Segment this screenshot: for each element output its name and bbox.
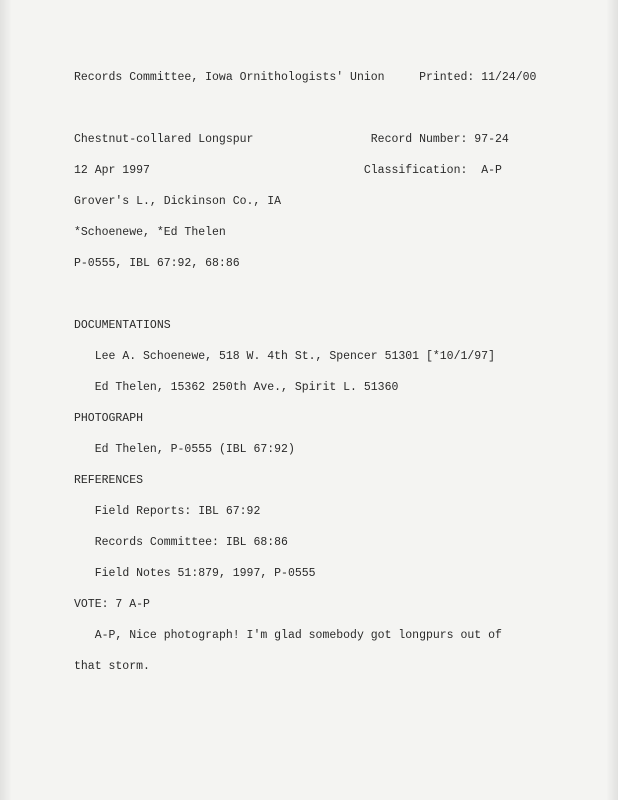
classification-label: Classification: xyxy=(364,164,468,177)
vote-comment-line: A-P, Nice photograph! I'm glad somebody … xyxy=(74,628,558,644)
date-line: 12 Apr 1997 Classification: A-P xyxy=(74,163,558,179)
header-line: Records Committee, Iowa Ornithologists' … xyxy=(74,70,558,86)
reference-text: Records Committee: IBL 68:86 xyxy=(95,536,288,549)
record-number: 97-24 xyxy=(474,133,509,146)
record-number-label: Record Number: xyxy=(371,133,468,146)
blank-line xyxy=(74,101,558,117)
committee-name: Records Committee, Iowa Ornithologists' … xyxy=(74,71,385,84)
documentation-text: Ed Thelen, 15362 250th Ave., Spirit L. 5… xyxy=(95,381,399,394)
documentations-heading: DOCUMENTATIONS xyxy=(74,318,558,334)
reference-text: Field Notes 51:879, 1997, P-0555 xyxy=(95,567,316,580)
vote-comment-line: that storm. xyxy=(74,659,558,675)
reference-text: Field Reports: IBL 67:92 xyxy=(95,505,261,518)
vote-comment-text: A-P, Nice photograph! I'm glad somebody … xyxy=(95,629,502,642)
documentation-entry: Ed Thelen, 15362 250th Ave., Spirit L. 5… xyxy=(74,380,558,396)
blank-line xyxy=(74,287,558,303)
documentation-text: Lee A. Schoenewe, 518 W. 4th St., Spence… xyxy=(95,350,495,363)
photograph-entry: Ed Thelen, P-0555 (IBL 67:92) xyxy=(74,442,558,458)
location-line: Grover's L., Dickinson Co., IA xyxy=(74,194,558,210)
reference-entry: Field Reports: IBL 67:92 xyxy=(74,504,558,520)
reference-entry: Field Notes 51:879, 1997, P-0555 xyxy=(74,566,558,582)
codes-line: P-0555, IBL 67:92, 68:86 xyxy=(74,256,558,272)
references-heading: REFERENCES xyxy=(74,473,558,489)
photograph-text: Ed Thelen, P-0555 (IBL 67:92) xyxy=(95,443,295,456)
species-line: Chestnut-collared Longspur Record Number… xyxy=(74,132,558,148)
record-date: 12 Apr 1997 xyxy=(74,164,150,177)
printed-date: 11/24/00 xyxy=(481,71,536,84)
observers-line: *Schoenewe, *Ed Thelen xyxy=(74,225,558,241)
reference-entry: Records Committee: IBL 68:86 xyxy=(74,535,558,551)
documentation-entry: Lee A. Schoenewe, 518 W. 4th St., Spence… xyxy=(74,349,558,365)
classification-value: A-P xyxy=(481,164,502,177)
vote-heading: VOTE: 7 A-P xyxy=(74,597,558,613)
printed-label: Printed: xyxy=(419,71,474,84)
species-name: Chestnut-collared Longspur xyxy=(74,133,253,146)
document-page: Records Committee, Iowa Ornithologists' … xyxy=(0,0,618,690)
photograph-heading: PHOTOGRAPH xyxy=(74,411,558,427)
